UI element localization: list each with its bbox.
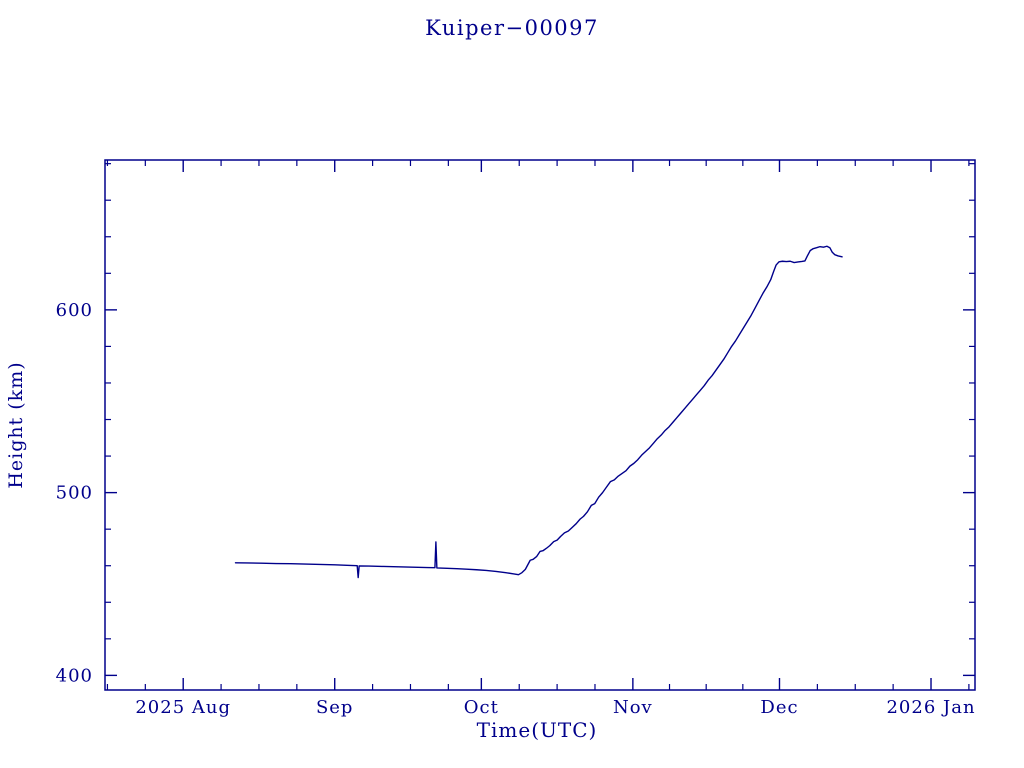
x-axis-label: Time(UTC)	[476, 718, 598, 742]
y-tick-label: 400	[56, 665, 93, 686]
x-tick-label: 2025 Aug	[135, 697, 231, 718]
x-tick-label: Oct	[464, 697, 499, 718]
height-series-line	[234, 245, 843, 579]
x-tick-label: Dec	[760, 697, 798, 718]
x-tick-label: 2026 Jan	[886, 697, 975, 718]
y-tick-label: 500	[56, 483, 93, 504]
x-tick-label: Sep	[316, 697, 354, 718]
x-tick-label: Nov	[613, 697, 653, 718]
y-tick-label: 600	[56, 300, 93, 321]
plot-border	[104, 159, 976, 691]
chart-title: Kuiper−00097	[425, 16, 599, 40]
